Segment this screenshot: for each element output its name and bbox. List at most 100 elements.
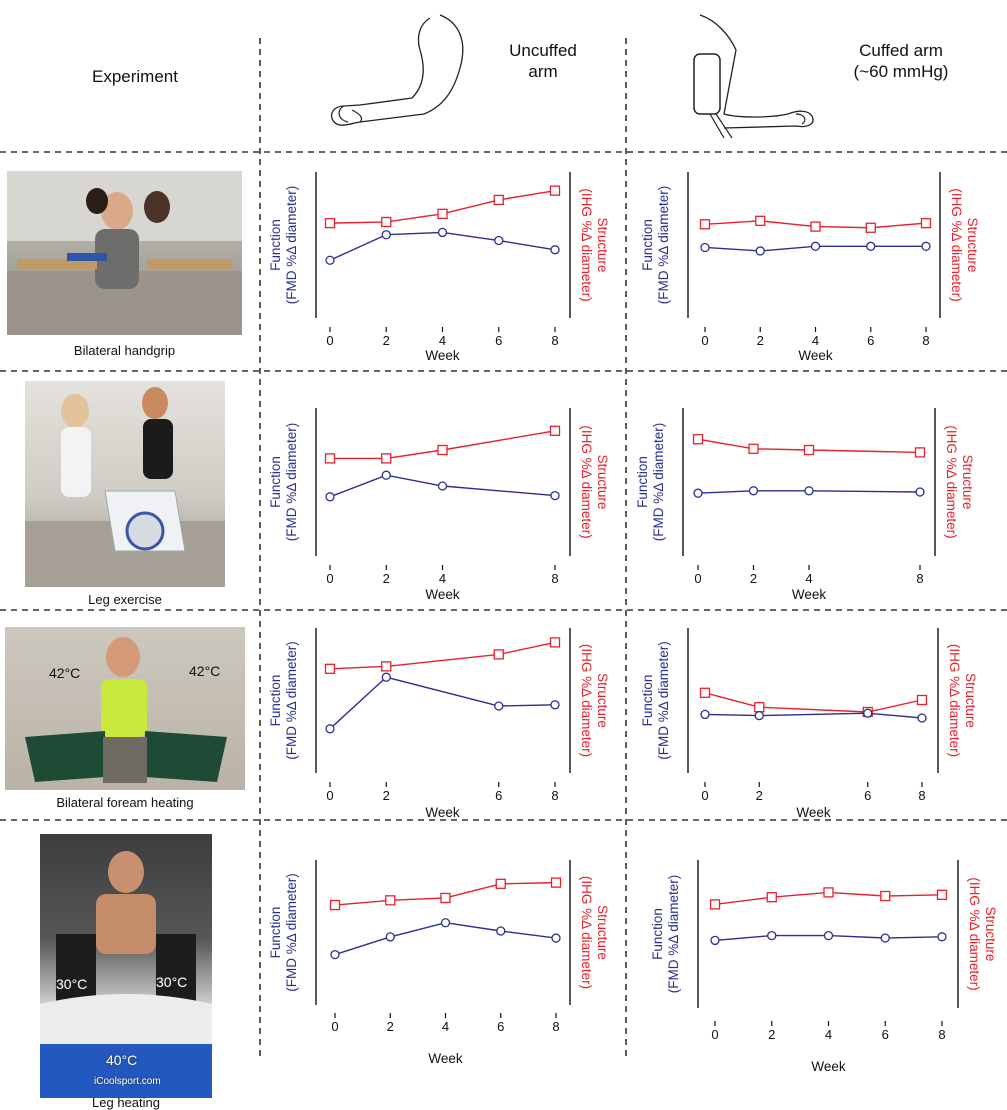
- header-cuffed: Cuffed arm (~60 mmHg): [853, 41, 949, 82]
- right-y-label-line1: Structure: [960, 455, 975, 510]
- row-label-leg-exercise: Leg exercise: [88, 592, 162, 607]
- right-y-axis-label: Structure(IHG %Δ diameter): [947, 644, 978, 757]
- x-tick-label: 2: [383, 333, 390, 348]
- structure-data-point: [329, 899, 341, 911]
- chart-0-cuffed: 0 2 4 6 8 Week Function(FMD %Δ diameter) Struct…: [640, 172, 980, 363]
- x-axis-label: Week: [792, 587, 827, 602]
- grid-dividers: [0, 38, 1007, 1060]
- x-tick-label: 4: [812, 333, 819, 348]
- function-data-point: [385, 932, 395, 942]
- function-data-point: [937, 932, 947, 942]
- function-data-point: [494, 235, 504, 246]
- photo-bilateral-handgrip: [7, 171, 242, 335]
- right-y-label-line2: (IHG %Δ diameter): [579, 876, 594, 989]
- x-tick-label: 6: [867, 333, 874, 348]
- structure-data-point: [936, 889, 948, 900]
- structure-data-point: [549, 185, 561, 196]
- function-data-point: [700, 242, 710, 253]
- structure-data-point: [699, 219, 711, 230]
- function-data-point: [325, 255, 335, 265]
- header-uncuffed: Uncuffed arm: [509, 41, 577, 82]
- function-data-point: [496, 926, 506, 936]
- x-axis-label: Week: [425, 587, 460, 602]
- structure-data-point: [755, 215, 766, 226]
- function-data-point: [440, 918, 451, 928]
- photo-leg-heating: 30°C 30°C 40°C iCoolsport.com: [40, 834, 212, 1098]
- x-tick-label: 8: [938, 1027, 945, 1042]
- function-data-point: [325, 492, 335, 502]
- structure-data-point: [324, 217, 336, 229]
- temperature-label-bottom: 40°C: [106, 1052, 138, 1068]
- structure-data-point: [709, 899, 721, 910]
- right-y-axis-label: Structure(IHG %Δ diameter): [949, 188, 980, 301]
- left-y-axis-label: Function(FMD %Δ diameter): [640, 641, 671, 760]
- cuffed-arm-illustration: [693, 14, 814, 139]
- function-series-line: [697, 490, 921, 494]
- x-tick-label: 2: [750, 571, 757, 586]
- x-tick-label: 6: [864, 788, 871, 803]
- structure-data-point: [699, 687, 711, 698]
- chart-2-uncuffed: 0 2 6 8 Week Function(FMD %Δ diameter) Structu…: [268, 628, 610, 820]
- structure-data-point: [440, 892, 451, 904]
- x-tick-label: 4: [439, 333, 446, 348]
- left-y-axis-label: Function(FMD %Δ diameter): [640, 186, 671, 305]
- function-data-point: [710, 935, 720, 946]
- structure-data-point: [550, 877, 562, 888]
- left-y-label-line2: (FMD %Δ diameter): [284, 423, 299, 542]
- chart-1-uncuffed: 0 2 4 8 Week Function(FMD %Δ diameter) Structu…: [268, 408, 610, 602]
- x-tick-label: 0: [326, 788, 333, 803]
- function-data-point: [693, 488, 703, 498]
- left-y-axis-label: Function(FMD %Δ diameter): [268, 186, 299, 305]
- x-tick-label: 0: [701, 333, 708, 348]
- x-tick-label: 6: [495, 788, 502, 803]
- x-axis-label: Week: [428, 1051, 463, 1066]
- left-y-label-line1: Function: [635, 456, 650, 508]
- structure-data-point: [914, 447, 926, 458]
- function-data-point: [863, 708, 873, 718]
- right-y-label-line2: (IHG %Δ diameter): [579, 425, 594, 538]
- function-data-point: [381, 470, 391, 480]
- structure-data-point: [493, 649, 504, 660]
- right-y-label-line2: (IHG %Δ diameter): [579, 188, 594, 301]
- x-tick-label: 4: [805, 571, 812, 586]
- right-y-label-line1: Structure: [595, 905, 610, 960]
- left-y-label-line1: Function: [650, 908, 665, 960]
- function-data-point: [494, 701, 504, 711]
- left-y-axis-label: Function(FMD %Δ diameter): [268, 641, 299, 760]
- x-axis-label: Week: [425, 805, 460, 820]
- structure-data-point: [437, 208, 448, 219]
- right-y-label-line1: Structure: [595, 673, 610, 728]
- chart-3-cuffed: 0 2 4 6 8 Week Function(FMD %Δ diameter) Struct…: [650, 860, 998, 1074]
- function-data-point: [700, 709, 710, 720]
- right-y-label-line1: Structure: [965, 218, 980, 273]
- x-tick-label: 2: [756, 788, 763, 803]
- left-y-label-line2: (FMD %Δ diameter): [284, 186, 299, 305]
- x-tick-label: 8: [551, 788, 558, 803]
- x-tick-label: 8: [916, 571, 923, 586]
- function-data-point: [767, 930, 777, 941]
- function-series-line: [334, 922, 557, 956]
- structure-data-point: [549, 425, 561, 436]
- x-tick-label: 0: [711, 1027, 718, 1042]
- function-data-point: [823, 930, 834, 941]
- forearm-heating-scene: [25, 637, 227, 783]
- structure-data-point: [803, 444, 815, 456]
- left-y-label-line1: Function: [268, 675, 283, 727]
- brand-label: iCoolsport.com: [94, 1076, 161, 1087]
- row-label-bilateral-handgrip: Bilateral handgrip: [73, 343, 176, 358]
- right-y-label-line2: (IHG %Δ diameter): [944, 425, 959, 538]
- right-y-axis-label: Structure(IHG %Δ diameter): [579, 425, 610, 538]
- function-data-point: [437, 227, 448, 238]
- x-tick-label: 0: [694, 571, 701, 586]
- x-tick-label: 0: [326, 571, 333, 586]
- x-tick-label: 8: [922, 333, 929, 348]
- function-data-point: [550, 245, 560, 255]
- right-y-label-line2: (IHG %Δ diameter): [579, 644, 594, 757]
- left-y-label-line2: (FMD %Δ diameter): [656, 641, 671, 760]
- left-y-axis-label: Function(FMD %Δ diameter): [268, 423, 299, 542]
- x-tick-label: 0: [326, 333, 333, 348]
- right-y-label-line2: (IHG %Δ diameter): [949, 188, 964, 301]
- leg-heating-scene: [40, 851, 212, 1098]
- structure-data-point: [381, 661, 392, 672]
